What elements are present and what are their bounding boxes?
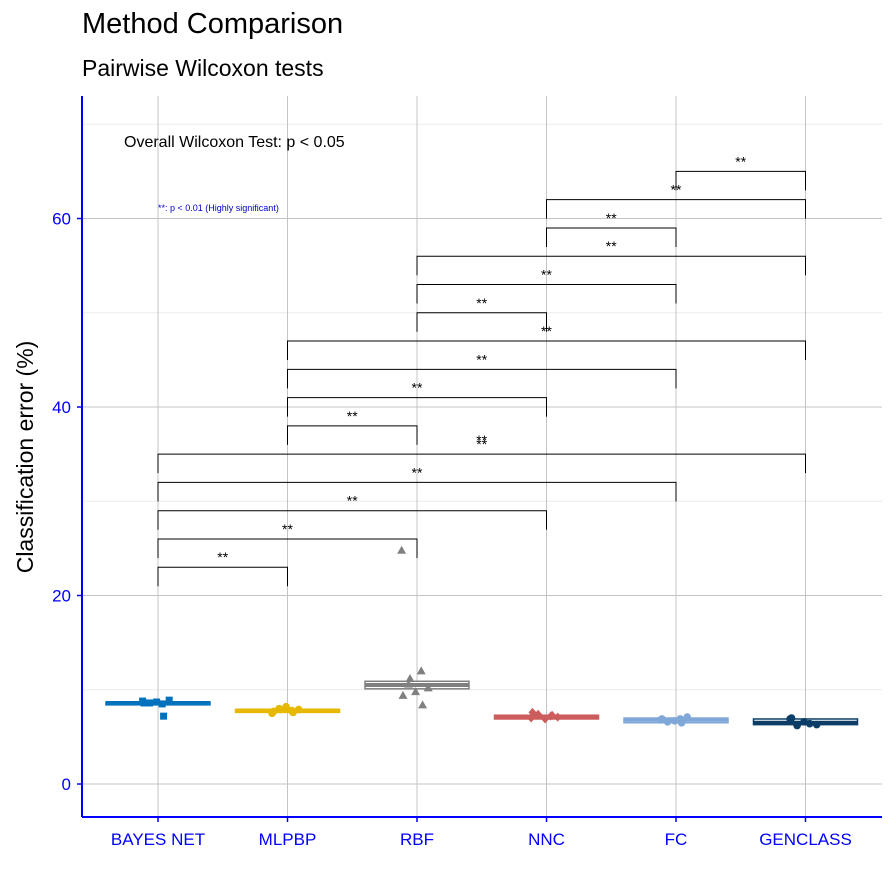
x-tick-label: FC: [665, 830, 688, 849]
data-point: [677, 718, 686, 727]
comparison-bracket: [287, 368, 677, 389]
significance-label: **: [347, 493, 358, 509]
comparison-bracket: [287, 340, 806, 361]
data-point: [153, 698, 161, 706]
comparison-bracket: [416, 255, 806, 276]
grid-layer: [82, 96, 882, 817]
x-tick-label: MLPBP: [259, 830, 317, 849]
comparison-bracket: [287, 425, 418, 445]
y-tick-label: 0: [62, 775, 71, 794]
data-point: [397, 545, 407, 554]
significance-label: **: [541, 266, 552, 282]
significance-label: **: [735, 153, 746, 169]
data-point: [658, 715, 666, 723]
significance-label: **: [412, 380, 423, 396]
x-tick-label: NNC: [528, 830, 565, 849]
y-axis-label: Classification error (%): [12, 341, 38, 574]
data-point: [670, 717, 679, 725]
data-point: [158, 700, 166, 708]
data-point: [398, 690, 408, 699]
significance-label: **: [606, 210, 617, 226]
comparison-bracket: [287, 397, 547, 417]
data-point: [282, 702, 290, 711]
significance-label: **: [347, 408, 358, 424]
significance-label: **: [606, 238, 617, 254]
significance-label: **: [217, 549, 228, 565]
data-point: [269, 707, 278, 716]
x-tick-label: BAYES NET: [111, 830, 205, 849]
data-point: [787, 714, 796, 722]
comparison-bracket: [157, 481, 677, 502]
data-point: [541, 714, 550, 724]
significance-label: **: [476, 436, 487, 452]
significance-label: **: [412, 464, 423, 480]
data-point: [146, 699, 154, 707]
comparison-bracket: [416, 283, 677, 304]
data-point: [404, 679, 414, 688]
chart-subtitle: Pairwise Wilcoxon tests: [82, 55, 324, 81]
comparison-bracket: [157, 538, 418, 558]
significance-label: **: [476, 295, 487, 311]
data-point: [411, 687, 421, 696]
data-point: [289, 708, 297, 717]
data-point: [793, 721, 801, 730]
data-point: [423, 683, 433, 692]
comparison-bracket: [157, 510, 547, 530]
significance-label: **: [476, 432, 487, 448]
comparison-brackets: ********************************: [157, 153, 806, 587]
y-tick-label: 20: [52, 587, 71, 606]
data-point: [528, 707, 537, 717]
data-point: [663, 718, 672, 726]
data-point: [418, 700, 428, 709]
x-tick-label: RBF: [400, 830, 434, 849]
x-tick-label: GENCLASS: [759, 830, 852, 849]
data-point: [800, 718, 808, 726]
data-point: [405, 673, 415, 682]
data-point: [416, 666, 426, 675]
comparison-bracket: [546, 227, 677, 247]
data-point: [140, 699, 148, 707]
data-point: [165, 696, 173, 704]
comparison-bracket: [546, 199, 806, 219]
data-point: [548, 710, 557, 720]
points-layer: [139, 545, 821, 730]
comparison-bracket: [157, 453, 806, 474]
data-point: [683, 713, 691, 721]
data-point: [160, 712, 168, 720]
data-point: [812, 720, 821, 729]
comparison-bracket: [416, 312, 547, 332]
comparison-bracket: [157, 566, 288, 587]
chart-title: Method Comparison: [82, 8, 344, 40]
comparison-bracket: [675, 170, 806, 191]
y-tick-label: 40: [52, 398, 71, 417]
axes-layer: 0 20 40 60 BAYES NET MLPBP RBF NNC FC GENCLASS: [52, 96, 882, 849]
significance-legend-note: **: p < 0.01 (Highly significant): [158, 203, 279, 213]
data-point: [294, 705, 303, 714]
boxes-layer: [105, 680, 859, 726]
data-point: [276, 705, 285, 714]
significance-label: **: [476, 351, 487, 367]
overall-test-annotation: Overall Wilcoxon Test: p < 0.05: [124, 134, 345, 151]
significance-label: **: [282, 521, 293, 537]
y-tick-label: 60: [52, 210, 71, 229]
